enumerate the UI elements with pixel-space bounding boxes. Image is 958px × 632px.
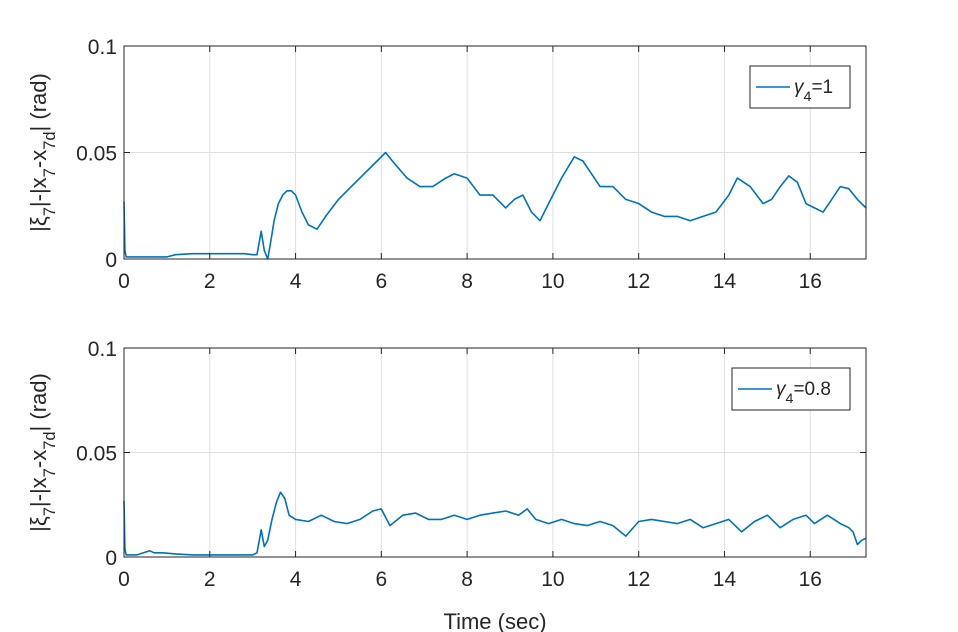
x-tick-label: 16	[799, 270, 822, 293]
x-tick-label: 12	[627, 568, 650, 591]
bottom-subplot: 0 2 4 6 8 10 12 14 16 0 0.05 0.1 |ξ7|-|x7-x7d| (rad)…	[26, 338, 867, 632]
x-tick-label: 10	[541, 270, 564, 293]
x-tick-label: 10	[541, 568, 564, 591]
x-axis-label: Time (sec)	[443, 609, 546, 632]
x-tick-label: 12	[627, 270, 650, 293]
legend-label: γ4=1	[794, 77, 833, 105]
y-tick-label: 0.1	[88, 36, 117, 59]
x-tick-label: 4	[290, 270, 302, 293]
x-tick-label: 14	[713, 270, 737, 293]
y-tick-label: 0	[105, 547, 117, 570]
y-tick-label: 0.05	[76, 443, 117, 466]
y-axis-label: |ξ7|-|x7-x7d| (rad)	[26, 373, 59, 532]
series-line	[123, 491, 867, 556]
x-tick-label: 2	[204, 568, 216, 591]
x-tick-label: 0	[118, 568, 130, 591]
x-tick-label: 2	[204, 270, 216, 293]
legend: γ4=0.8	[731, 367, 851, 411]
top-subplot: 0 2 4 6 8 10 12 14 16 0 0.05 0.1 |ξ7|-|x7-x7d| (rad)…	[26, 36, 867, 293]
x-tick-label: 8	[461, 568, 473, 591]
y-tick-label: 0.05	[76, 143, 117, 166]
x-tick-label: 14	[713, 568, 737, 591]
legend-label: γ4=0.8	[776, 379, 831, 407]
legend: γ4=1	[749, 65, 851, 109]
y-tick-label: 0	[105, 249, 117, 272]
series-line	[123, 151, 867, 260]
x-tick-label: 6	[375, 568, 387, 591]
x-tick-label: 6	[375, 270, 387, 293]
y-axis-label: |ξ7|-|x7-x7d| (rad)	[26, 73, 59, 232]
x-tick-label: 16	[799, 568, 822, 591]
x-tick-label: 4	[290, 568, 302, 591]
x-tick-label: 0	[118, 270, 130, 293]
y-tick-label: 0.1	[88, 338, 117, 361]
x-tick-label: 8	[461, 270, 473, 293]
